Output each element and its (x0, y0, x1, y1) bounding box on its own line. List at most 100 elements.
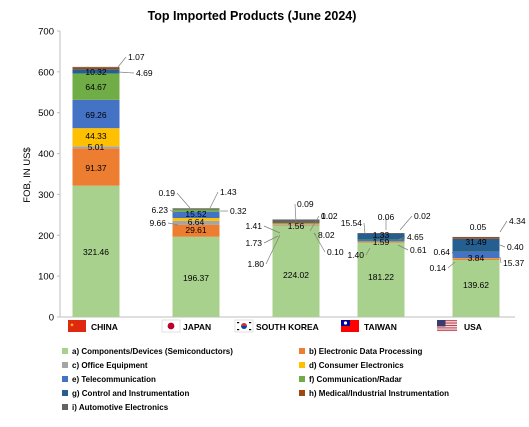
legend-swatch (62, 390, 68, 396)
legend-item: f) Communication/Radar (299, 375, 402, 384)
category-label-group: TAIWAN (341, 320, 397, 332)
legend-item: d) Consumer Electronics (299, 361, 404, 370)
data-label: 0.02 (414, 211, 431, 221)
flag-stripe (437, 329, 457, 330)
legend-swatch (62, 348, 68, 354)
legend-item: g) Control and Instrumentation (62, 389, 189, 398)
data-label: 4.69 (136, 68, 153, 78)
data-label: 15.52 (185, 209, 207, 219)
data-label: 0.19 (158, 188, 175, 198)
chart-title: Top Imported Products (June 2024) (148, 9, 357, 23)
flag-star: ★ (70, 323, 75, 329)
flag-stripe (437, 327, 457, 328)
data-label: 321.46 (83, 247, 109, 257)
data-label: 1.43 (220, 187, 237, 197)
data-label: 44.33 (85, 131, 107, 141)
data-label: 91.37 (85, 163, 107, 173)
legend-label: a) Components/Devices (Semiconductors) (72, 347, 233, 356)
legend-label: d) Consumer Electronics (309, 361, 404, 370)
flag-trigram (237, 322, 239, 323)
data-label: 0.09 (297, 199, 314, 209)
legend-item: e) Telecommunication (62, 375, 156, 384)
y-tick-label: 500 (38, 108, 54, 119)
data-label-leader (177, 193, 190, 208)
data-label-leader (295, 204, 296, 222)
legend-item: a) Components/Devices (Semiconductors) (62, 347, 233, 356)
flag-stripe (437, 328, 457, 329)
category-label: JAPAN (183, 322, 211, 332)
data-label: 0.64 (433, 247, 450, 257)
data-label: 0.06 (378, 212, 395, 222)
flag-stripe (437, 330, 457, 331)
legend-label: e) Telecommunication (72, 375, 156, 384)
legend-swatch (62, 404, 68, 410)
legend-swatch (299, 390, 305, 396)
flag-trigram (237, 329, 239, 330)
category-label-group: JAPAN (162, 320, 211, 332)
data-label: 0.61 (410, 245, 427, 255)
legend: a) Components/Devices (Semiconductors) b)… (62, 347, 449, 412)
data-label: 1... (321, 211, 333, 221)
data-label: 31.49 (465, 237, 487, 247)
category-label: USA (464, 322, 482, 332)
category-label: SOUTH KOREA (256, 322, 319, 332)
data-label-leader (500, 245, 505, 247)
y-tick-label: 400 (38, 149, 54, 160)
data-label: 0.10 (327, 247, 344, 257)
data-label: 3.84 (468, 253, 485, 263)
data-label: 0.14 (429, 263, 446, 273)
data-label: 1.07 (128, 52, 145, 62)
data-label: 1.40 (347, 250, 364, 260)
data-label: 0.32 (230, 206, 247, 216)
data-label-leader (400, 216, 412, 230)
south-korea-flag-icon (235, 320, 253, 332)
category-label-group: ★CHINA (68, 320, 118, 332)
data-label-leader (118, 57, 126, 67)
japan-flag-icon (162, 320, 180, 332)
y-tick-label: 100 (38, 272, 54, 283)
category-label-group: SOUTH KOREA (235, 320, 319, 332)
data-label: 9.66 (149, 218, 166, 228)
y-tick-label: 0 (49, 313, 54, 324)
data-label: 139.62 (463, 280, 489, 290)
legend-swatch (299, 376, 305, 382)
y-axis-label: FOB, IN US$ (22, 147, 33, 203)
data-label: 196.37 (183, 273, 209, 283)
flag-stripe (437, 331, 457, 332)
data-label: 8.02 (318, 230, 335, 240)
category-label: TAIWAN (364, 322, 397, 332)
usa-flag-icon (437, 320, 457, 332)
legend-label: f) Communication/Radar (309, 375, 402, 384)
legend-label: b) Electronic Data Processing (309, 347, 422, 356)
y-tick-label: 300 (38, 190, 54, 201)
data-label: 10.32 (85, 67, 107, 77)
taiwan-flag-icon (341, 320, 359, 332)
data-label: 4.34 (509, 216, 526, 226)
data-label: 0.40 (507, 242, 524, 252)
data-label: 5.01 (88, 142, 105, 152)
legend-swatch (299, 362, 305, 368)
flag-disc (168, 323, 175, 330)
y-tick-label: 200 (38, 231, 54, 242)
flag-canton (437, 320, 446, 326)
data-label: 15.37 (503, 258, 525, 268)
y-tick-label: 700 (38, 27, 54, 38)
legend-swatch (62, 362, 68, 368)
data-label: 69.26 (85, 110, 107, 120)
legend-label: i) Automotive Electronics (72, 403, 169, 412)
legend-item: h) Medical/Industrial Instrumentation (299, 389, 449, 398)
legend-swatch (62, 376, 68, 382)
data-label: 6.23 (151, 205, 168, 215)
y-tick-label: 600 (38, 67, 54, 78)
legend-swatch (299, 348, 305, 354)
category-labels-layer: ★CHINA JAPAN SOUTH KOREA TAIWAN USA (68, 320, 482, 332)
data-label: 15.54 (341, 218, 363, 228)
data-label: 64.67 (85, 82, 107, 92)
data-label-leader (500, 257, 501, 263)
data-label: 0.05 (470, 222, 487, 232)
china-flag-icon: ★ (68, 320, 86, 332)
data-label: 1.56 (288, 221, 305, 231)
flag-stripe (437, 329, 457, 330)
